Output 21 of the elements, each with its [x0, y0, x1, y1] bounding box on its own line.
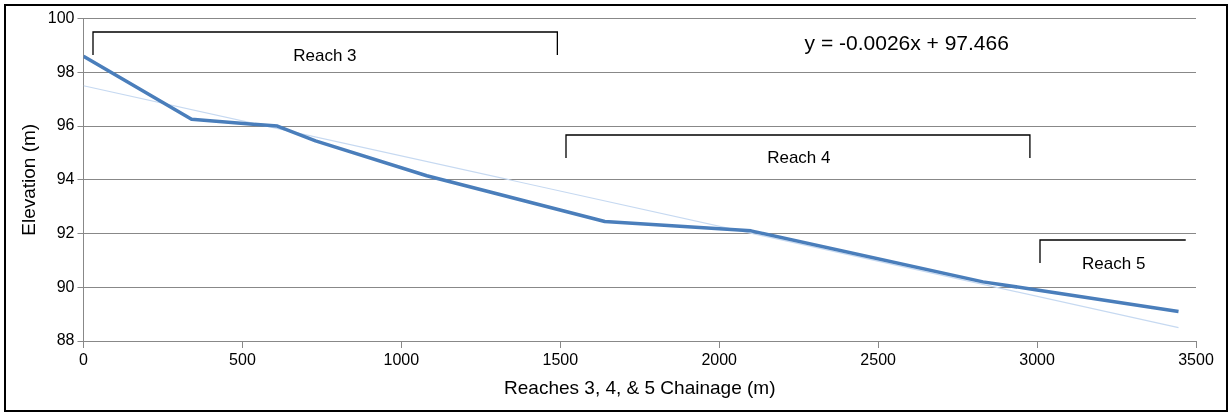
x-tick-label: 500: [229, 351, 256, 369]
x-tick-label: 3000: [1019, 351, 1055, 369]
y-tick-label: 90: [56, 277, 75, 295]
y-tick-label: 88: [56, 331, 75, 349]
y-axis-title: Elevation (m): [17, 123, 39, 236]
y-tick-label: 94: [56, 170, 75, 188]
annotation: Reach 3: [293, 46, 357, 66]
annotation: Reach 4: [767, 147, 831, 167]
x-tick-label: 2000: [701, 351, 738, 369]
x-axis-title: Reaches 3, 4, & 5 Chainage (m): [504, 376, 776, 398]
x-tick-label: 0: [79, 351, 89, 369]
x-tick-label: 1500: [542, 351, 579, 369]
y-tick-label: 92: [56, 223, 75, 241]
y-tick-label: 98: [56, 62, 75, 80]
x-tick-label: 3500: [1178, 351, 1214, 369]
x-tick-label: 1000: [383, 351, 420, 369]
annotation: y = -0.0026x + 97.466: [804, 31, 1009, 55]
x-tick-label: 2500: [860, 351, 897, 369]
annotation: Reach 5: [1082, 254, 1146, 274]
y-tick-label: 96: [56, 116, 75, 134]
y-tick-label: 100: [47, 9, 75, 27]
